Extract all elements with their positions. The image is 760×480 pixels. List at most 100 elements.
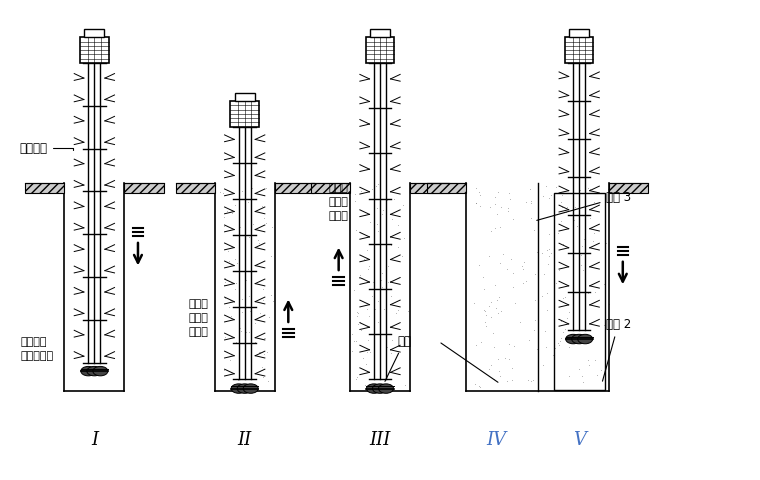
Point <box>483 365 495 372</box>
Point <box>264 313 276 321</box>
Point <box>591 372 603 379</box>
Point <box>239 276 252 284</box>
Bar <box>370 29 390 37</box>
Point <box>258 350 271 358</box>
Point <box>380 380 392 387</box>
Point <box>470 200 483 207</box>
Point <box>230 255 242 263</box>
Point <box>385 216 397 223</box>
Text: I: I <box>90 432 98 449</box>
Point <box>372 318 385 325</box>
Point <box>502 204 514 212</box>
Text: 水泥浆液
由钻头喷出: 水泥浆液 由钻头喷出 <box>21 336 54 360</box>
Point <box>375 276 388 284</box>
Point <box>353 319 366 326</box>
Point <box>602 185 614 193</box>
Point <box>485 361 497 369</box>
Point <box>224 356 236 364</box>
Point <box>579 192 591 200</box>
Point <box>518 265 530 273</box>
Point <box>515 263 527 270</box>
Text: III: III <box>369 432 391 449</box>
Point <box>226 382 239 390</box>
Point <box>527 376 539 384</box>
Point <box>598 280 610 288</box>
Point <box>555 198 567 206</box>
Point <box>589 288 601 296</box>
Point <box>473 202 486 210</box>
Point <box>563 372 575 380</box>
Bar <box>610 183 648 193</box>
Point <box>559 293 572 301</box>
Point <box>588 229 600 237</box>
Point <box>501 265 513 273</box>
Point <box>247 220 259 228</box>
Point <box>567 319 579 327</box>
Point <box>468 380 480 387</box>
Point <box>252 236 264 244</box>
Point <box>358 255 370 263</box>
Point <box>582 289 594 297</box>
Point <box>524 197 537 205</box>
Point <box>350 312 363 320</box>
Circle shape <box>81 366 96 376</box>
Point <box>369 306 381 313</box>
Point <box>350 197 362 205</box>
Point <box>219 333 231 341</box>
Point <box>494 372 506 380</box>
Point <box>529 297 541 304</box>
Point <box>508 342 521 349</box>
Point <box>371 204 383 212</box>
Bar <box>176 183 214 193</box>
Bar <box>230 101 259 127</box>
Point <box>603 300 615 308</box>
Point <box>581 339 594 347</box>
Point <box>351 373 363 381</box>
Point <box>229 201 241 209</box>
Point <box>229 384 241 391</box>
Point <box>536 249 548 257</box>
Point <box>506 364 518 372</box>
Point <box>573 261 585 268</box>
Bar <box>84 29 104 37</box>
Point <box>490 296 502 304</box>
Point <box>475 338 487 346</box>
Point <box>480 318 492 326</box>
Point <box>381 196 393 204</box>
Circle shape <box>237 384 252 393</box>
Point <box>492 367 505 374</box>
Point <box>586 336 598 343</box>
Text: 顺序: 顺序 <box>385 335 411 382</box>
Point <box>231 260 243 267</box>
Point <box>525 199 537 207</box>
Point <box>243 233 255 240</box>
Point <box>549 344 562 352</box>
Point <box>219 278 231 286</box>
Point <box>234 224 246 231</box>
Point <box>489 304 502 312</box>
Point <box>494 259 506 267</box>
Point <box>489 375 501 383</box>
Text: 顺序 3: 顺序 3 <box>537 191 631 220</box>
Bar <box>553 193 605 390</box>
Point <box>376 269 388 277</box>
Point <box>494 223 506 231</box>
Point <box>575 251 587 258</box>
Point <box>497 250 509 257</box>
Point <box>473 262 485 269</box>
Point <box>255 348 267 356</box>
Point <box>350 190 362 197</box>
Bar <box>25 183 65 193</box>
Point <box>218 214 230 221</box>
Point <box>391 243 404 251</box>
Bar <box>275 183 314 193</box>
Point <box>600 240 612 247</box>
Point <box>540 182 553 190</box>
Point <box>525 377 537 385</box>
Point <box>553 266 565 274</box>
Point <box>549 183 562 191</box>
Point <box>550 279 562 287</box>
Point <box>402 333 414 341</box>
Point <box>385 349 397 357</box>
Point <box>360 360 372 368</box>
